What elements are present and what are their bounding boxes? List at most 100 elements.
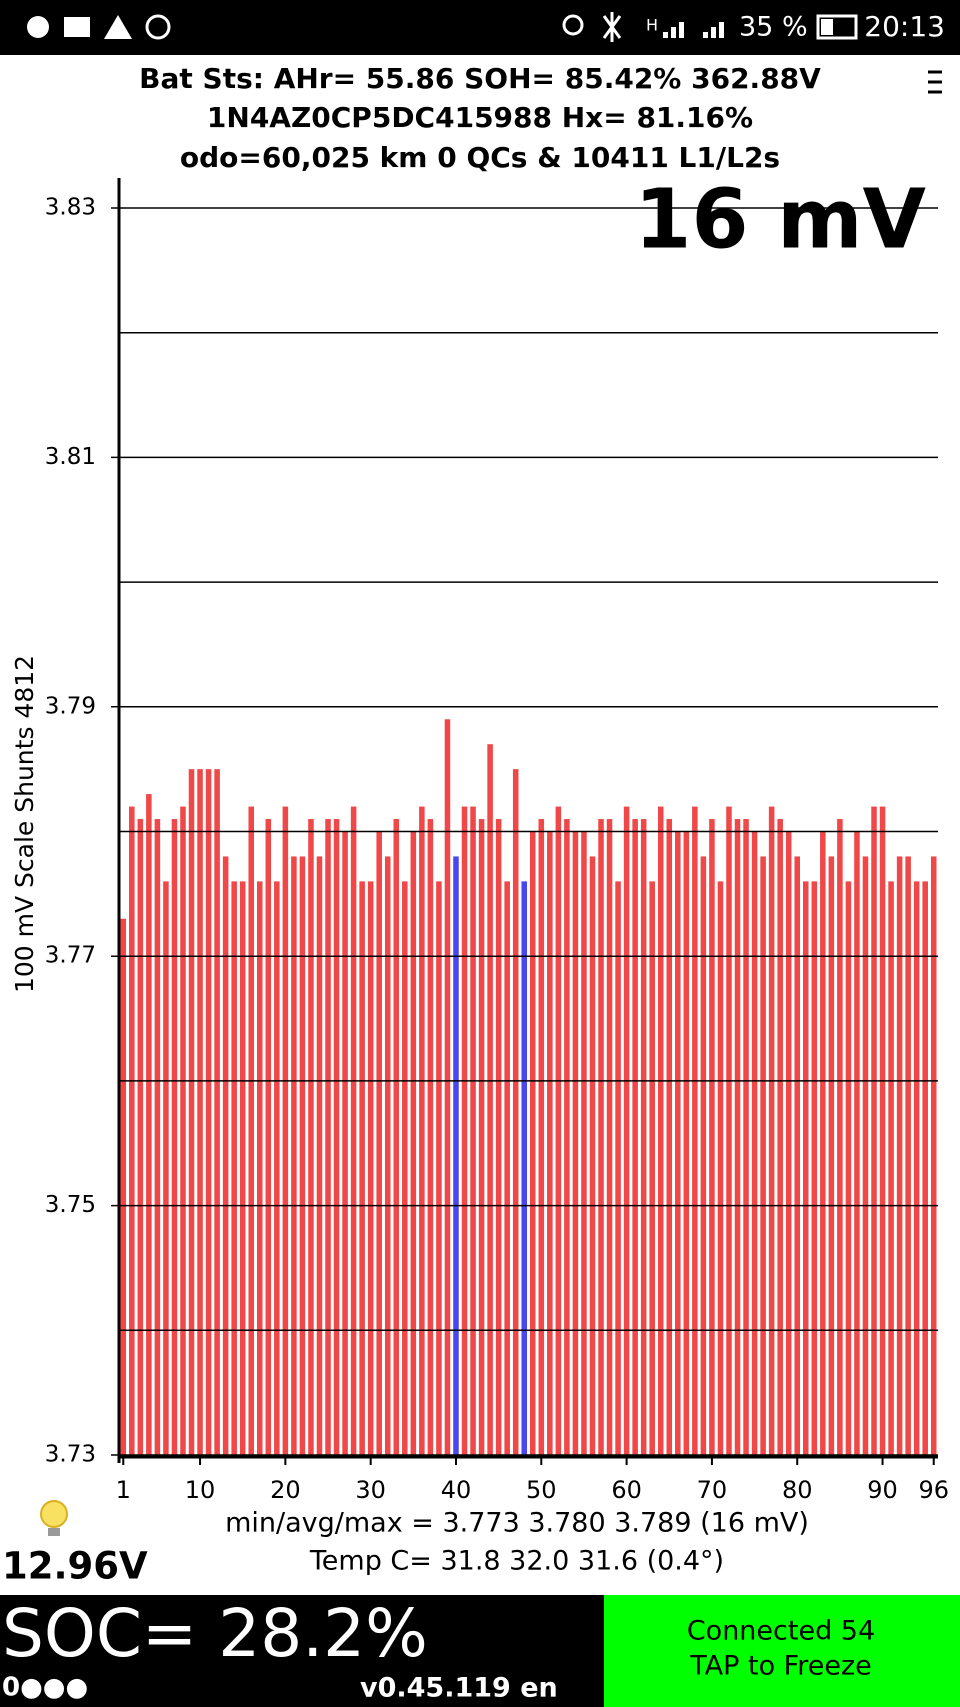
footer-left — [0, 1595, 604, 1707]
bar — [333, 819, 340, 1455]
bar — [402, 881, 408, 1455]
x-tick-label: 90 — [867, 1476, 898, 1504]
bar — [598, 819, 604, 1455]
y-tick-label: 3.79 — [45, 693, 96, 719]
bar — [342, 831, 348, 1455]
bar — [700, 856, 707, 1455]
indicator: 0●●● — [2, 1673, 88, 1703]
bar — [828, 856, 835, 1455]
network: H — [646, 16, 658, 35]
bar — [436, 881, 442, 1455]
clock: 20:13 — [864, 10, 945, 43]
bar — [129, 806, 135, 1455]
bulb-icon — [48, 1528, 60, 1536]
y-tick-label: 3.73 — [45, 1442, 96, 1468]
x-tick-label: 30 — [355, 1476, 386, 1504]
bar — [811, 881, 818, 1455]
bar — [581, 831, 587, 1455]
bar — [487, 744, 493, 1455]
bar — [205, 769, 212, 1455]
bar — [555, 806, 562, 1455]
bar — [734, 819, 741, 1455]
signal — [663, 22, 724, 38]
freeze-label[interactable]: TAP to Freeze — [689, 1651, 872, 1682]
bar — [359, 881, 365, 1455]
bar — [794, 856, 800, 1455]
status-icon — [27, 16, 49, 38]
soc: SOC= 28.2% — [2, 1595, 428, 1672]
bar — [239, 881, 246, 1455]
bar — [726, 806, 732, 1455]
bar — [188, 769, 195, 1455]
bar — [803, 881, 809, 1455]
temps: Temp C= 31.8 32.0 31.6 (0.4°) — [309, 1546, 724, 1577]
bar — [683, 831, 690, 1455]
bar — [547, 831, 553, 1455]
battery-fill — [821, 19, 833, 35]
bar — [282, 806, 289, 1455]
freeze-button[interactable] — [604, 1595, 960, 1707]
bar — [649, 881, 655, 1455]
x-tick-label: 70 — [697, 1476, 728, 1504]
bar — [214, 769, 220, 1455]
bar — [879, 806, 886, 1455]
bar — [785, 831, 792, 1455]
bar — [316, 856, 323, 1455]
bar — [572, 831, 579, 1455]
bar — [163, 881, 169, 1455]
bar — [905, 856, 911, 1455]
bar — [120, 918, 127, 1455]
status-bar — [0, 0, 960, 55]
bar — [393, 819, 400, 1455]
bar — [837, 819, 843, 1455]
bar — [709, 819, 715, 1455]
bar — [538, 819, 545, 1455]
bar — [222, 856, 229, 1455]
bar — [743, 819, 749, 1455]
bar — [862, 856, 869, 1455]
y-axis-label: 100 mV Scale Shunts 4812 — [10, 655, 39, 993]
menu[interactable] — [928, 70, 942, 94]
connection[interactable]: Connected 54 — [687, 1616, 875, 1647]
x-tick-label: 96 — [918, 1476, 949, 1504]
status-icon — [602, 12, 622, 42]
bar — [325, 819, 331, 1455]
bar — [154, 819, 161, 1455]
bar — [512, 769, 519, 1455]
bar — [419, 806, 425, 1455]
bar — [530, 831, 536, 1455]
x-tick-label: 10 — [185, 1476, 216, 1504]
x-tick-label: 80 — [782, 1476, 813, 1504]
bar — [248, 806, 254, 1455]
x-tick-label: 1 — [116, 1476, 131, 1504]
bar — [180, 806, 186, 1455]
x-tick-label: 50 — [526, 1476, 557, 1504]
bar — [640, 819, 647, 1455]
y-tick-label: 3.75 — [45, 1192, 96, 1218]
bar — [265, 819, 272, 1455]
bar — [871, 806, 877, 1455]
y-tick-label: 3.77 — [45, 943, 96, 969]
aux-voltage: 12.96V — [2, 1545, 148, 1588]
bar — [845, 881, 852, 1455]
bar — [257, 881, 263, 1455]
bar — [231, 881, 237, 1455]
bar — [308, 819, 314, 1455]
y-tick-label: 3.83 — [45, 195, 96, 221]
bar — [717, 881, 724, 1455]
bar — [675, 831, 681, 1455]
x-tick-label: 60 — [611, 1476, 642, 1504]
y-tick-label: 3.81 — [45, 444, 96, 470]
bar — [760, 856, 766, 1455]
bulb-icon — [40, 1500, 68, 1528]
bar — [615, 881, 621, 1455]
bar — [299, 856, 306, 1455]
battery-level: 35 % — [739, 12, 808, 43]
header-line: Bat Sts: AHr= 55.86 SOH= 85.42% 362.88V — [139, 62, 821, 95]
bar — [896, 856, 903, 1455]
x-tick-label: 20 — [270, 1476, 301, 1504]
bar — [504, 881, 510, 1455]
bar — [376, 831, 382, 1455]
bar — [692, 806, 698, 1455]
